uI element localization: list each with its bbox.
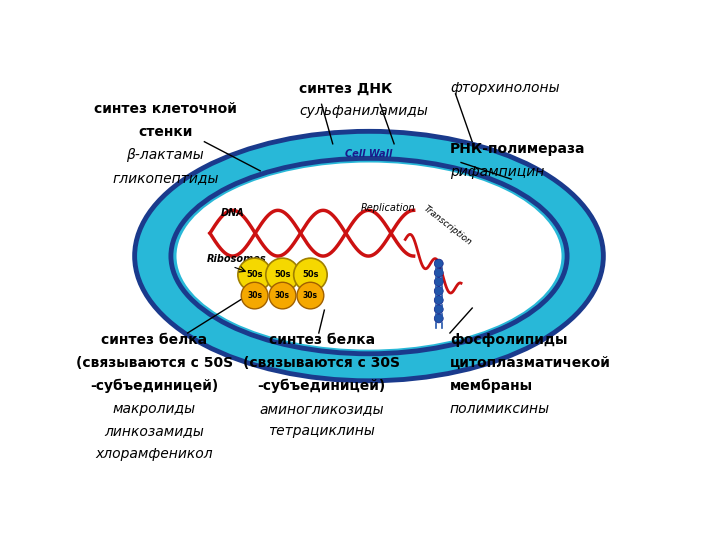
Ellipse shape [434,259,444,268]
Ellipse shape [434,287,444,295]
Ellipse shape [297,282,324,309]
Ellipse shape [176,163,562,349]
Text: синтез белка: синтез белка [101,333,207,347]
Text: Cell Wall: Cell Wall [346,149,392,159]
Text: макролиды: макролиды [112,402,196,416]
Ellipse shape [434,278,444,286]
Text: тетрациклины: тетрациклины [268,424,375,438]
Text: 50s: 50s [274,271,291,279]
Text: Transcription: Transcription [422,204,474,247]
Ellipse shape [171,158,567,354]
Text: хлорамфеникол: хлорамфеникол [95,447,213,461]
Ellipse shape [434,314,444,323]
Ellipse shape [434,305,444,314]
Text: синтез белка: синтез белка [269,333,374,347]
Ellipse shape [269,282,296,309]
Text: РНК-полимераза: РНК-полимераза [450,141,585,156]
Text: DNA: DNA [221,208,245,218]
Text: фосфолипиды: фосфолипиды [450,333,567,347]
Text: -субъединицей): -субъединицей) [258,379,386,393]
Text: 50s: 50s [302,271,319,279]
Text: рифампицин: рифампицин [450,165,544,179]
Text: полимиксины: полимиксины [450,402,550,416]
Text: 30s: 30s [275,291,290,300]
Text: Ribosomes: Ribosomes [207,254,267,264]
Text: 30s: 30s [247,291,262,300]
Text: стенки: стенки [138,125,192,139]
Text: синтез ДНК: синтез ДНК [300,82,392,96]
Ellipse shape [434,296,444,305]
Ellipse shape [135,131,603,381]
Text: мембраны: мембраны [450,379,533,393]
Text: синтез клеточной: синтез клеточной [94,102,237,116]
Text: гликопептиды: гликопептиды [112,171,219,185]
Text: (связываются с 30S: (связываются с 30S [243,356,400,370]
Text: -субъединицей): -субъединицей) [90,379,218,393]
Ellipse shape [294,258,327,292]
Ellipse shape [238,258,271,292]
Text: β-лактамы: β-лактамы [127,148,204,162]
Ellipse shape [266,258,300,292]
Text: фторхинолоны: фторхинолоны [450,82,559,96]
Text: 50s: 50s [246,271,263,279]
Text: 30s: 30s [303,291,318,300]
Text: аминогликозиды: аминогликозиды [259,402,384,416]
Text: (связываются с 50S: (связываются с 50S [76,356,233,370]
Ellipse shape [434,268,444,277]
Ellipse shape [241,282,268,309]
Text: сульфаниламиды: сульфаниламиды [300,104,428,118]
Text: линкозамиды: линкозамиды [104,424,204,438]
Text: цитоплазматичекой: цитоплазматичекой [450,356,611,370]
Text: Replication: Replication [361,203,415,213]
